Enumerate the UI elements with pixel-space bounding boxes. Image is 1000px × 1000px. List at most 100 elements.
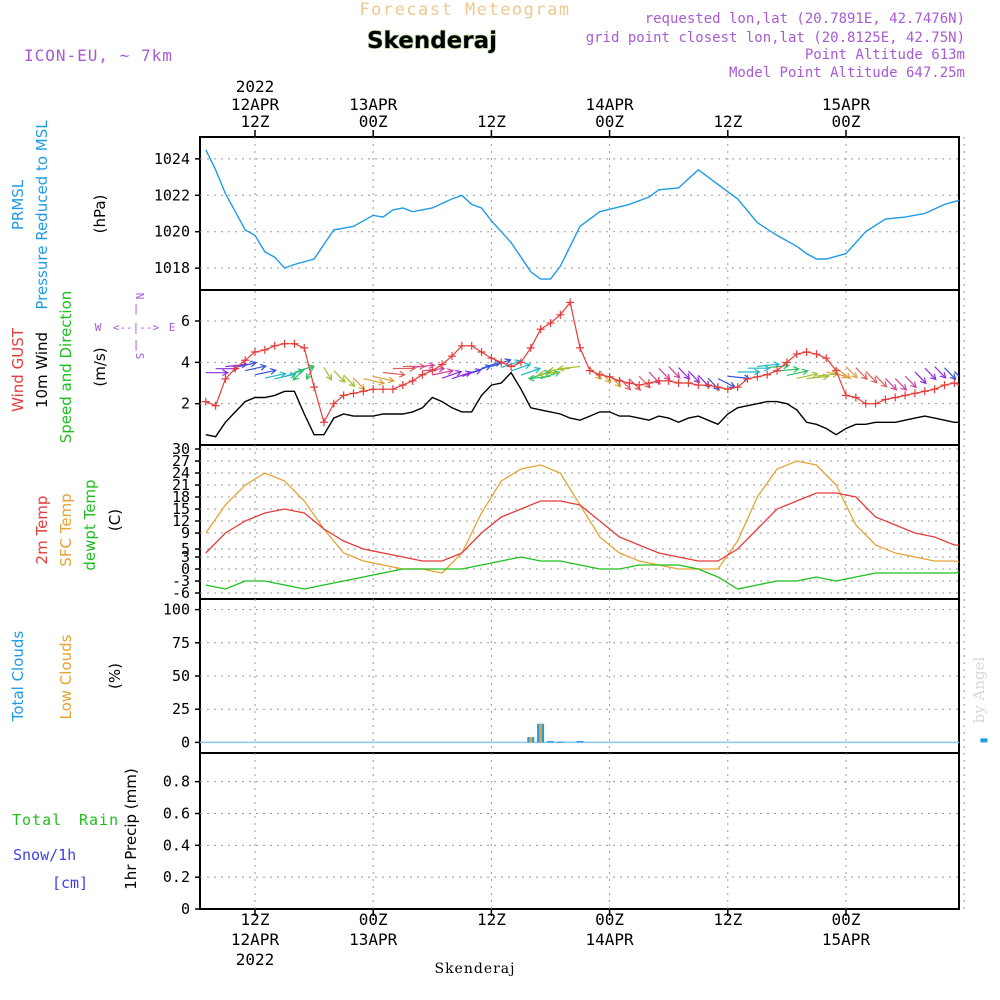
wind-gust-marker bbox=[359, 387, 368, 396]
wind-direction-arrow bbox=[520, 367, 541, 376]
wind-gust-marker bbox=[645, 379, 653, 387]
total-cloud-bar bbox=[980, 738, 988, 743]
wind-direction-arrowhead bbox=[949, 373, 957, 381]
cloud-tick-label: 50 bbox=[172, 667, 190, 685]
wind-direction-arrowhead bbox=[900, 384, 908, 391]
top-year-label: 2022 bbox=[236, 77, 275, 96]
wind-gust-marker bbox=[438, 360, 447, 369]
wind-direction-arrowhead bbox=[537, 370, 545, 378]
wind-direction-arrowhead bbox=[455, 370, 463, 377]
precip-frame bbox=[199, 752, 960, 910]
wind-plot-area bbox=[201, 298, 988, 438]
wind-direction-arrowhead bbox=[465, 370, 473, 378]
point-altitude: Point Altitude 613m bbox=[805, 47, 965, 63]
wind-gust-marker bbox=[980, 385, 988, 393]
wind-gust-marker bbox=[605, 372, 614, 381]
model-name: ICON-EU, ~ 7km bbox=[24, 46, 173, 65]
wind-gust-marker bbox=[802, 348, 811, 356]
wind-gust-marker bbox=[753, 372, 762, 381]
temp-label-dewpt: dewpt Temp bbox=[81, 479, 99, 570]
wind-gust-marker bbox=[497, 358, 506, 367]
bottom-hour-label: 12Z bbox=[241, 910, 270, 929]
pressure-unit: (hPa) bbox=[91, 195, 109, 234]
requested-coords: requested lon,lat (20.7891E, 42.7476N) bbox=[645, 11, 965, 27]
pressure-panel: 1018 1020 1022 1024 PRMSL Pressure Reduced to… bbox=[9, 120, 959, 310]
wind-gust-marker bbox=[576, 343, 585, 352]
wind-direction-arrow bbox=[235, 362, 257, 368]
cloud-label-low: Low Clouds bbox=[57, 634, 75, 719]
wind-label-speed-direction: Speed and Direction bbox=[57, 291, 75, 444]
wind-gust-marker bbox=[763, 370, 772, 379]
wind-direction-arrow bbox=[510, 363, 531, 372]
wind-gust-marker bbox=[881, 395, 890, 404]
sfc-temp-line bbox=[205, 460, 959, 574]
wind-direction-arrowhead bbox=[844, 372, 852, 380]
wind-direction-arrow bbox=[894, 378, 907, 391]
wind-gust-marker bbox=[457, 341, 466, 350]
wind-direction-arrowhead bbox=[338, 376, 346, 384]
wind-direction-arrow bbox=[904, 375, 917, 388]
wind-gust-marker bbox=[970, 387, 978, 395]
wind-direction-arrow bbox=[254, 369, 276, 376]
wind-direction-arrowhead bbox=[880, 381, 888, 388]
wind-gust-marker bbox=[625, 379, 634, 387]
cloud-label-total: Total Clouds bbox=[9, 631, 27, 723]
wind-direction-arrow bbox=[658, 367, 671, 381]
wind-gust-marker bbox=[487, 354, 496, 363]
wind-gust-marker bbox=[832, 366, 841, 375]
wind-direction-arrowhead bbox=[269, 368, 277, 375]
wind-direction-arrowhead bbox=[811, 371, 819, 379]
wind-gust-marker bbox=[940, 381, 949, 390]
wind-gust-marker bbox=[211, 401, 220, 410]
wind-direction-arrowhead bbox=[428, 362, 436, 369]
temp-tick-label: 0 bbox=[181, 560, 190, 578]
wind-direction-arrowhead bbox=[378, 378, 386, 386]
temp-tick-label: 18 bbox=[172, 488, 190, 506]
footer-station-label: Skenderaj bbox=[434, 961, 515, 977]
wind-direction-arrow bbox=[668, 366, 681, 379]
dewpoint-line bbox=[205, 556, 959, 590]
wind-direction-arrowhead bbox=[801, 368, 809, 376]
bottom-hour-label: 12Z bbox=[713, 910, 742, 929]
wind-gust-marker bbox=[270, 341, 279, 350]
wind-direction-arrow bbox=[225, 363, 248, 368]
grid-point-coords: grid point closest lon,lat (20.8125E, 42… bbox=[586, 30, 965, 46]
wind-tick-label: 4 bbox=[181, 353, 190, 371]
wind-direction-arrowhead bbox=[438, 365, 446, 373]
wind-gust-marker bbox=[871, 399, 880, 408]
cloud-tick-label: 25 bbox=[172, 700, 190, 718]
wind-unit: (m/s) bbox=[91, 347, 109, 386]
top-hour-label: 12Z bbox=[713, 112, 742, 131]
wind-direction-arrow bbox=[855, 367, 868, 380]
wind-direction-arrowhead bbox=[982, 383, 988, 388]
precip-tick-label: 0.8 bbox=[163, 773, 190, 791]
wind-direction-arrowhead bbox=[663, 373, 671, 381]
wind-direction-arrow bbox=[245, 365, 266, 372]
wind-direction-arrowhead bbox=[504, 358, 512, 365]
wind-direction-arrow bbox=[619, 377, 631, 391]
wind-gust-marker bbox=[349, 389, 358, 398]
wind-gust-marker bbox=[477, 348, 486, 356]
wind-direction-arrowhead bbox=[920, 377, 927, 385]
wind-direction-arrowhead bbox=[447, 368, 455, 375]
wind-direction-arrowhead bbox=[910, 381, 917, 389]
wind-direction-arrowhead bbox=[259, 363, 268, 371]
wind-gust-marker bbox=[684, 379, 693, 387]
top-hour-label: 12Z bbox=[241, 112, 270, 131]
wind-direction-arrow bbox=[796, 373, 818, 379]
wind-gust-marker bbox=[280, 339, 289, 348]
temp-tick-label: 27 bbox=[172, 452, 190, 470]
wind-gust-marker bbox=[615, 376, 624, 385]
wind-direction-arrow bbox=[687, 370, 700, 383]
wind-direction-arrow bbox=[292, 368, 305, 381]
temp-tick-label: 15 bbox=[172, 500, 190, 518]
wind-gust-marker bbox=[812, 350, 821, 359]
wind-direction-arrow bbox=[441, 371, 462, 379]
top-hour-label: 00Z bbox=[359, 112, 388, 131]
wind-gust-marker bbox=[743, 374, 752, 383]
wind-gust-marker bbox=[319, 418, 328, 427]
wind-gust-marker bbox=[930, 385, 939, 394]
wind-tick-label: 2 bbox=[181, 395, 190, 413]
temp-tick-label: 21 bbox=[172, 476, 190, 494]
